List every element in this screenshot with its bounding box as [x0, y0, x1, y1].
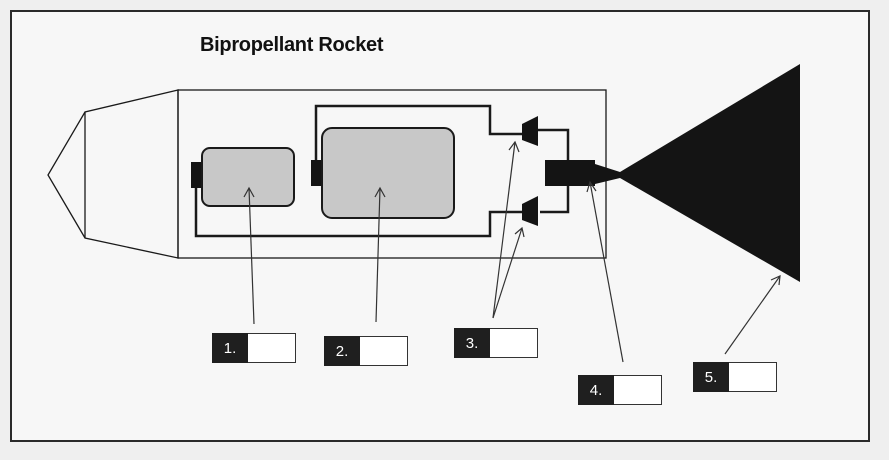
label-answer-field-5[interactable]	[729, 362, 777, 392]
tank-1	[201, 147, 295, 207]
arrow-3b-head	[514, 226, 525, 238]
label-answer-field-3[interactable]	[490, 328, 538, 358]
tank-1-valve	[191, 162, 201, 188]
label-number-3: 3.	[454, 328, 490, 358]
feed-line-bottom	[194, 188, 522, 238]
label-number-2: 2.	[324, 336, 360, 366]
arrow-3a-head	[508, 140, 520, 153]
label-number-4: 4.	[578, 375, 614, 405]
arrow-2	[375, 187, 381, 323]
label-box-1: 1.	[212, 333, 296, 363]
label-box-4: 4.	[578, 375, 662, 405]
arrow-4	[589, 181, 624, 363]
label-box-2: 2.	[324, 336, 408, 366]
pump-top	[522, 116, 538, 146]
label-box-3: 3.	[454, 328, 538, 358]
arrow-4-head	[586, 180, 597, 193]
nose-cone	[47, 89, 179, 259]
tank-2	[321, 127, 455, 219]
nozzle-bell	[595, 64, 800, 282]
arrow-5	[724, 275, 781, 355]
arrow-3a	[492, 141, 516, 319]
diagram-title: Bipropellant Rocket	[200, 34, 384, 56]
arrow-2-head	[374, 186, 386, 198]
arrow-1-head	[243, 186, 255, 198]
pump-bottom	[522, 196, 538, 226]
tank-2-valve	[311, 160, 321, 186]
label-answer-field-4[interactable]	[614, 375, 662, 405]
label-number-5: 5.	[693, 362, 729, 392]
label-answer-field-2[interactable]	[360, 336, 408, 366]
label-box-5: 5.	[693, 362, 777, 392]
arrow-5-head	[770, 275, 781, 286]
arrow-1	[248, 187, 255, 325]
label-number-1: 1.	[212, 333, 248, 363]
combustion-chamber	[545, 160, 595, 186]
arrow-3b	[492, 227, 523, 319]
feed-line-top	[314, 104, 522, 160]
label-answer-field-1[interactable]	[248, 333, 296, 363]
